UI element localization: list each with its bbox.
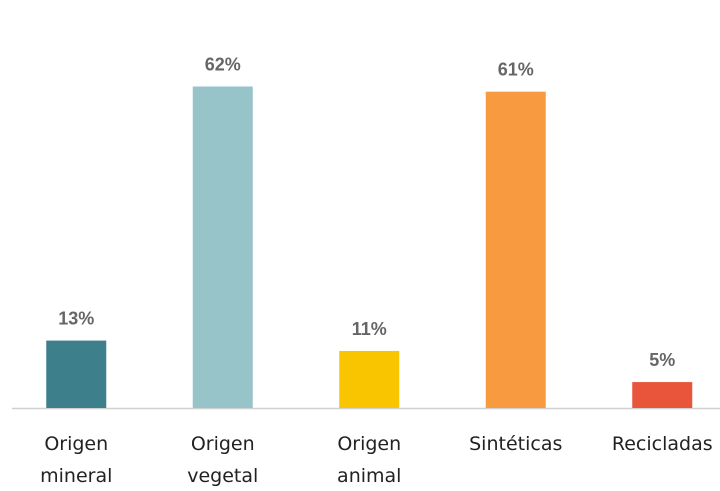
bar bbox=[46, 340, 107, 408]
value-label: 61% bbox=[498, 60, 534, 80]
x-tick-label: Origen vegetal bbox=[187, 433, 258, 487]
bar bbox=[339, 350, 400, 408]
value-label: 5% bbox=[649, 350, 675, 370]
bar bbox=[192, 86, 253, 408]
x-tick-label: Origen animal bbox=[337, 433, 401, 487]
x-tick-label: Origen mineral bbox=[40, 433, 112, 487]
x-tick-label: Sintéticas bbox=[469, 433, 562, 455]
bar bbox=[485, 91, 546, 409]
value-label: 13% bbox=[58, 309, 94, 329]
bar bbox=[632, 382, 693, 408]
value-label: 62% bbox=[205, 54, 241, 74]
x-tick-label: Recicladas bbox=[612, 433, 713, 455]
value-label: 11% bbox=[352, 319, 387, 339]
